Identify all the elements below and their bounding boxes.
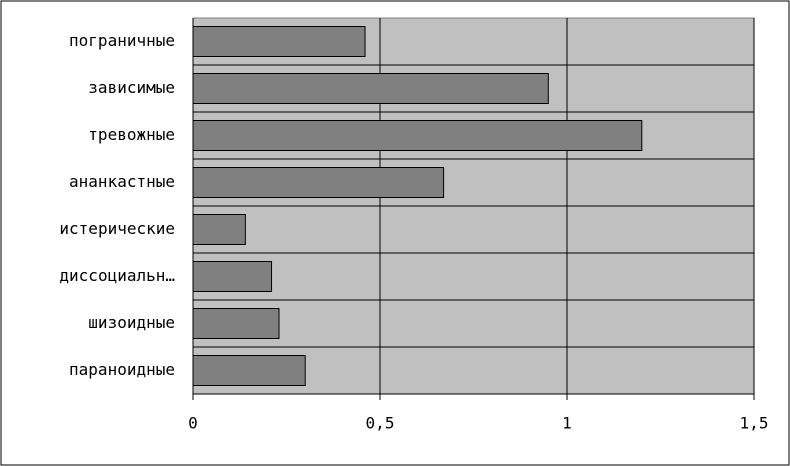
y-tick-label: зависимые: [88, 78, 175, 97]
y-tick-label: диссоциальн…: [59, 266, 175, 285]
y-tick-label: шизоидные: [88, 313, 175, 332]
bar: [192, 355, 306, 386]
bar: [192, 73, 549, 104]
bar: [192, 167, 445, 198]
y-tick-label: пограничные: [69, 31, 175, 50]
x-tick-label: 0: [188, 414, 198, 433]
y-tick-label: параноидные: [69, 360, 175, 379]
y-tick-label: ананкастные: [69, 172, 175, 191]
bar: [192, 120, 643, 151]
bar: [192, 308, 280, 339]
bar: [192, 214, 246, 245]
y-tick-label: истерические: [59, 219, 175, 238]
y-tick-label: тревожные: [88, 125, 175, 144]
bar: [192, 26, 366, 57]
x-tick-label: 1: [562, 414, 572, 433]
x-tick-label: 0,5: [366, 414, 395, 433]
bar: [192, 261, 273, 292]
x-tick-label: 1,5: [740, 414, 769, 433]
